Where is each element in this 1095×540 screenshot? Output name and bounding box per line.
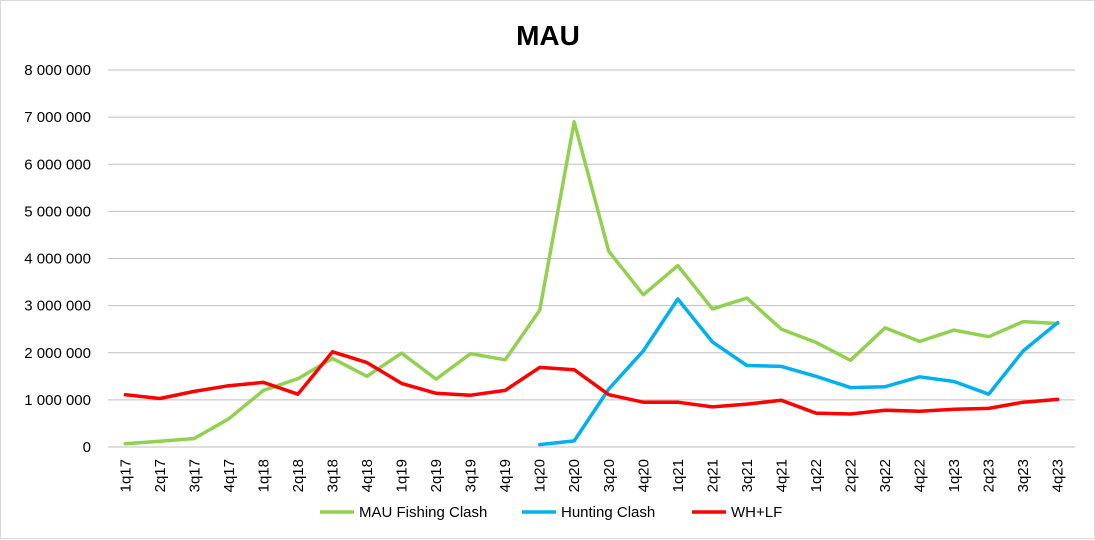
x-tick-label: 2q22 — [843, 459, 860, 492]
x-tick-label: 2q20 — [566, 459, 583, 492]
y-tick-label: 1 000 000 — [24, 392, 91, 409]
x-tick-label: 2q23 — [981, 459, 998, 492]
x-tick-label: 4q23 — [1050, 459, 1067, 492]
x-tick-label: 3q17 — [186, 459, 203, 492]
grid-lines — [108, 69, 1075, 448]
x-tick-label: 3q21 — [739, 459, 756, 492]
x-tick-label: 3q19 — [463, 459, 480, 492]
x-tick-label: 3q23 — [1015, 459, 1032, 492]
x-tick-label: 2q21 — [704, 459, 721, 492]
x-tick-label: 1q23 — [946, 459, 963, 492]
y-tick-label: 4 000 000 — [24, 251, 91, 268]
y-tick-label: 0 — [83, 439, 91, 456]
series-lines — [123, 120, 1060, 447]
x-tick-label: 4q21 — [773, 459, 790, 492]
x-tick-label: 1q21 — [670, 459, 687, 492]
legend: MAU Fishing Clash Hunting Clash WH+LF — [320, 504, 782, 521]
legend-label-hunting-clash: Hunting Clash — [561, 504, 655, 521]
x-tick-label: 1q17 — [117, 459, 134, 492]
series-line-hunting-clash — [537, 297, 1060, 447]
x-tick-label: 2q17 — [152, 459, 169, 492]
x-tick-label: 4q17 — [221, 459, 238, 492]
y-tick-label: 3 000 000 — [24, 298, 91, 315]
y-tick-label: 6 000 000 — [24, 156, 91, 173]
x-tick-label: 3q18 — [324, 459, 341, 492]
legend-label-wh-lf: WH+LF — [731, 504, 782, 521]
x-tick-label: 4q22 — [912, 459, 929, 492]
x-axis: 1q17 2q17 3q17 4q17 1q18 2q18 3q18 4q18 1q19 2q19… — [117, 459, 1066, 492]
x-tick-label: 4q19 — [497, 459, 514, 492]
x-tick-label: 4q18 — [359, 459, 376, 492]
x-tick-label: 1q19 — [394, 459, 411, 492]
x-tick-label: 4q20 — [635, 459, 652, 492]
x-tick-label: 1q20 — [532, 459, 549, 492]
y-tick-label: 5 000 000 — [24, 203, 91, 220]
x-tick-label: 1q22 — [808, 459, 825, 492]
y-tick-label: 8 000 000 — [24, 62, 91, 79]
series-line-wh-lf — [123, 350, 1060, 416]
y-axis: 0 1 000 000 2 000 000 3 000 000 4 000 000 5 0… — [24, 62, 91, 456]
legend-label-mau-fishing-clash: MAU Fishing Clash — [359, 504, 487, 521]
x-tick-label: 2q18 — [290, 459, 307, 492]
chart-title: MAU — [516, 20, 580, 51]
x-tick-label: 1q18 — [255, 459, 272, 492]
x-tick-label: 3q20 — [601, 459, 618, 492]
x-tick-label: 3q22 — [877, 459, 894, 492]
series-line-mau-fishing-clash — [123, 120, 1060, 446]
y-tick-label: 7 000 000 — [24, 109, 91, 126]
x-tick-label: 2q19 — [428, 459, 445, 492]
y-tick-label: 2 000 000 — [24, 345, 91, 362]
